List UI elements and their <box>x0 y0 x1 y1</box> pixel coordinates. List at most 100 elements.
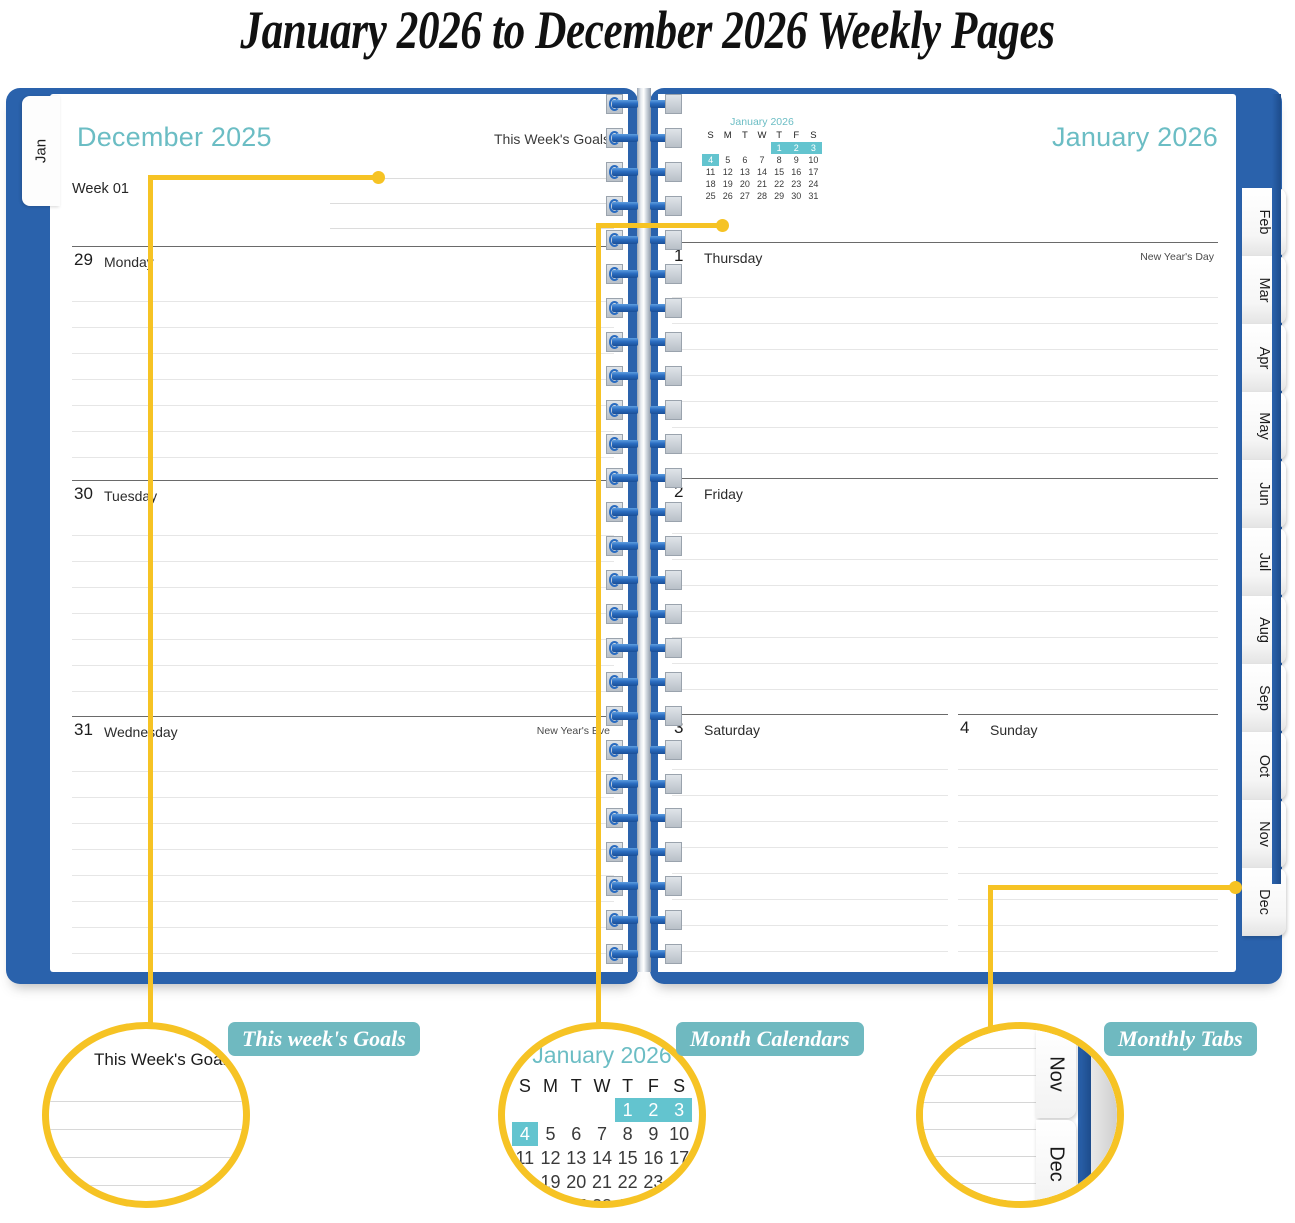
date-cell[interactable]: 19 <box>722 179 733 189</box>
tab-label-jan: Jan <box>32 138 50 164</box>
day-rules[interactable] <box>72 746 614 966</box>
spiral-coil <box>604 740 684 760</box>
date-cell[interactable]: 7 <box>759 155 765 165</box>
spiral-coil <box>604 876 684 896</box>
day-divider <box>958 714 1218 715</box>
date-cell[interactable]: 20 <box>739 179 750 189</box>
day-block-sunday[interactable]: 4 Sunday <box>958 714 1218 966</box>
date-cell[interactable]: 11 <box>705 167 716 177</box>
date-cell[interactable]: 2 <box>787 142 805 154</box>
day-rules[interactable] <box>72 276 614 470</box>
dow-cell: S <box>707 130 714 141</box>
date-cell: 30 <box>643 1195 664 1208</box>
coil-cap-right <box>665 570 682 590</box>
day-number: 1 <box>674 246 684 265</box>
tab-label-feb: Feb <box>1256 209 1272 235</box>
date-cell: 4 <box>512 1122 538 1146</box>
goals-line[interactable] <box>330 179 614 204</box>
date-cell[interactable]: 16 <box>791 167 802 177</box>
date-cell[interactable]: 4 <box>702 154 720 166</box>
day-block-wednesday[interactable]: 31 Wednesday New Year's Eve <box>72 716 614 966</box>
coil-bar-left <box>612 236 638 244</box>
date-cell: 15 <box>617 1147 638 1168</box>
date-cell[interactable]: 24 <box>808 179 819 189</box>
date-cell: 1 <box>614 1098 641 1122</box>
day-block-saturday[interactable]: 3 Saturday <box>672 714 948 966</box>
date-cell[interactable]: 5 <box>725 155 731 165</box>
goals-line[interactable] <box>330 154 614 179</box>
coil-bar-right <box>650 916 676 924</box>
date-cell[interactable]: 12 <box>722 167 733 177</box>
date-cell: 14 <box>591 1147 612 1168</box>
date-cell: 20 <box>566 1171 587 1192</box>
goals-line[interactable] <box>330 204 614 229</box>
date-cell[interactable]: 21 <box>756 179 767 189</box>
date-cell: 22 <box>617 1171 638 1192</box>
spiral-coil <box>604 706 684 726</box>
date-cell: 9 <box>648 1123 659 1144</box>
coil-bar-right <box>650 644 676 652</box>
day-rules[interactable] <box>672 744 948 966</box>
callout-circle-monthly-tabs: Nov Dec <box>916 1022 1124 1208</box>
dow-cell: W <box>593 1075 611 1096</box>
date-cell[interactable]: 10 <box>808 155 819 165</box>
date-cell[interactable]: 28 <box>756 191 767 201</box>
date-cell[interactable]: 9 <box>793 155 799 165</box>
sidebar-item-jan-tab[interactable]: Jan <box>22 96 60 206</box>
date-cell[interactable]: 13 <box>739 167 750 177</box>
callout-leader-2-horizontal <box>596 223 724 228</box>
coil-bar-right <box>650 440 676 448</box>
date-cell[interactable]: 31 <box>808 191 819 201</box>
date-cell: 2 <box>640 1098 667 1122</box>
coil-cap-right <box>665 774 682 794</box>
date-cell[interactable]: 27 <box>739 191 750 201</box>
tab-label-oct: Oct <box>1256 754 1272 778</box>
date-cell[interactable]: 25 <box>705 191 716 201</box>
date-cell[interactable]: 29 <box>774 191 785 201</box>
date-cell[interactable]: 6 <box>742 155 748 165</box>
date-cell[interactable]: 22 <box>774 179 785 189</box>
date-cell[interactable]: 26 <box>722 191 733 201</box>
mini-calendar-week: 4 5 6 7 8 9 10 <box>702 154 822 166</box>
date-cell[interactable]: 17 <box>808 167 819 177</box>
date-cell[interactable]: 30 <box>791 191 802 201</box>
date-cell[interactable]: 8 <box>776 155 782 165</box>
mini-calendar[interactable]: January 2026 S M T W T F S <box>702 116 822 202</box>
date-cell[interactable]: 15 <box>774 167 785 177</box>
date-cell[interactable]: 18 <box>705 179 716 189</box>
callout-goals-lines <box>49 1074 243 1201</box>
tab-label-jul: Jul <box>1256 552 1272 572</box>
coil-bar-right <box>650 848 676 856</box>
day-block-tuesday[interactable]: 30 Tuesday <box>72 480 614 714</box>
spiral-coil <box>604 128 684 148</box>
date-cell <box>753 142 770 154</box>
mini-calendar-grid[interactable]: S M T W T F S 1 2 <box>702 130 822 202</box>
date-cell[interactable]: 23 <box>791 179 802 189</box>
day-rules[interactable] <box>672 272 1218 478</box>
coil-cap-right <box>665 332 682 352</box>
day-divider <box>72 246 614 247</box>
day-block-friday[interactable]: 2 Friday <box>672 478 1218 714</box>
coil-bar-left <box>612 780 638 788</box>
date-cell[interactable]: 1 <box>770 142 788 154</box>
coil-cap-right <box>665 400 682 420</box>
goals-lines[interactable] <box>330 154 614 229</box>
date-cell <box>719 142 736 154</box>
callout-tab-nov: Nov <box>1036 1030 1076 1118</box>
coil-bar-right <box>650 372 676 380</box>
day-block-thursday[interactable]: 1 Thursday New Year's Day <box>672 242 1218 478</box>
day-number: 2 <box>674 482 684 501</box>
spiral-coil <box>604 332 684 352</box>
day-rules[interactable] <box>72 510 614 714</box>
day-rules[interactable] <box>958 744 1218 966</box>
day-divider <box>672 714 948 715</box>
coil-bar-right <box>650 202 676 210</box>
spiral-coil <box>604 638 684 658</box>
coil-bar-left <box>612 440 638 448</box>
spiral-binding-icon <box>604 88 684 972</box>
date-cell[interactable]: 3 <box>804 142 822 154</box>
day-rules[interactable] <box>672 508 1218 714</box>
date-cell[interactable]: 14 <box>756 167 767 177</box>
spiral-coil <box>604 570 684 590</box>
day-block-monday[interactable]: 29 Monday <box>72 246 614 470</box>
